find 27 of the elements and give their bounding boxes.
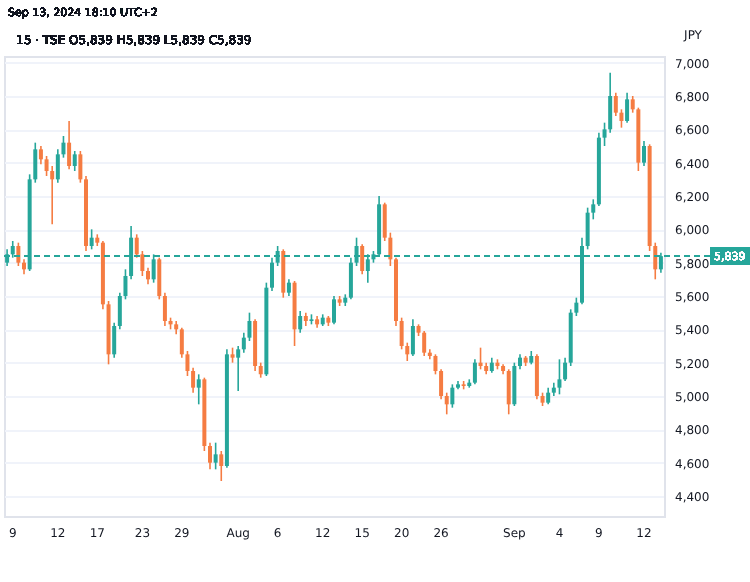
candlestick <box>219 450 224 482</box>
candlestick <box>450 383 455 409</box>
candlestick <box>625 91 630 124</box>
candlestick <box>213 441 218 471</box>
candlestick <box>332 295 336 326</box>
candlestick <box>534 353 539 401</box>
candlestick <box>641 140 646 167</box>
candlestick <box>658 251 663 274</box>
candlestick <box>298 310 303 334</box>
candlestick <box>281 248 286 299</box>
candlestick <box>365 253 370 284</box>
candlestick <box>422 330 427 357</box>
candlestick <box>472 358 477 386</box>
candlestick <box>151 253 156 284</box>
candlestick <box>557 358 562 396</box>
candlestick <box>89 228 94 251</box>
candlestick <box>67 120 72 171</box>
candlestick <box>512 361 517 407</box>
candlestick <box>410 318 415 357</box>
candlestick <box>360 243 365 276</box>
candlestick <box>506 368 511 416</box>
candlestick <box>16 241 21 267</box>
candlestick <box>72 150 77 172</box>
candlestick <box>253 318 258 372</box>
candlestick <box>196 373 201 406</box>
candlestick <box>478 346 483 371</box>
candlestick <box>292 280 297 347</box>
